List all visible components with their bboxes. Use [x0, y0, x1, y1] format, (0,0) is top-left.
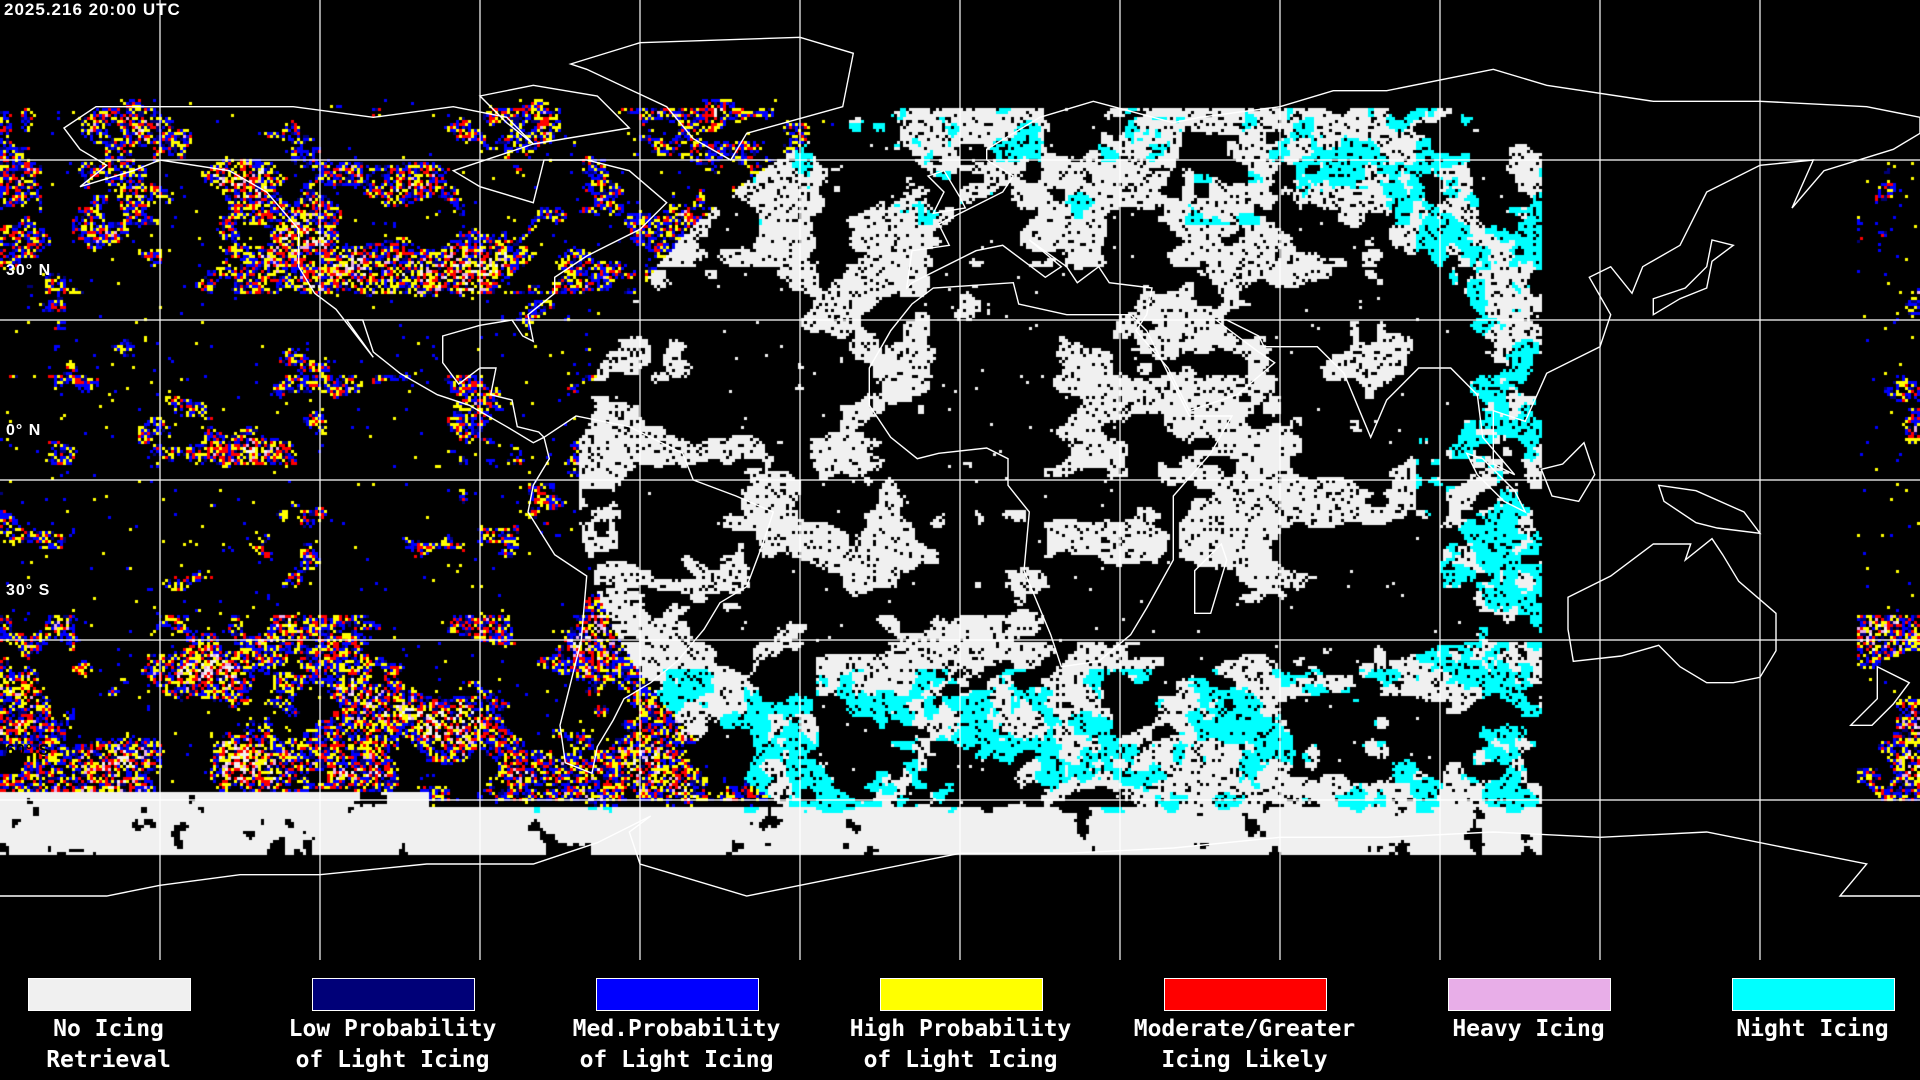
coastline-great-britain: [926, 169, 967, 215]
map-overlay: [0, 0, 1920, 960]
coastline-borneo: [1540, 441, 1596, 503]
legend-label: Night Icing: [1736, 1016, 1889, 1042]
legend: No Icing Retrieval Low Probability of Li…: [0, 960, 1920, 1080]
lat-label-30s: 30° S: [6, 582, 51, 599]
lat-label-0n: 0° N: [6, 422, 42, 439]
legend-label: No Icing Retrieval: [46, 1016, 171, 1073]
coastline-madagascar: [1193, 542, 1228, 614]
legend-swatch: [28, 978, 191, 1011]
coastline-sumatra: [1465, 452, 1527, 514]
timestamp: 2025.216 20:00 UTC: [4, 0, 181, 19]
legend-label: High Probability of Light Icing: [849, 1016, 1072, 1073]
legend-label: Heavy Icing: [1452, 1016, 1605, 1042]
lat-lon-grid: [0, 0, 1920, 960]
legend-label: Low Probability of Light Icing: [288, 1016, 497, 1073]
coastline-greenland: [568, 36, 855, 161]
coastline-baffin-island: [478, 84, 631, 145]
coastline-new-guinea: [1657, 484, 1762, 535]
coastline-eurasia: [905, 68, 1920, 476]
coastline-japan: [1652, 239, 1735, 316]
legend-swatch: [312, 978, 475, 1011]
legend-label: Moderate/Greater Icing Likely: [1133, 1016, 1356, 1073]
legend-label: Med.Probability of Light Icing: [572, 1016, 781, 1073]
legend-swatch: [596, 978, 759, 1011]
coastline-north-america: [62, 105, 668, 444]
legend-swatch: [1732, 978, 1895, 1011]
coastline-south-america: [527, 415, 775, 775]
coastline-new-zealand: [1849, 665, 1911, 726]
legend-swatch: [880, 978, 1043, 1011]
icing-map: 2025.216 20:00 UTC 30° N 0° N 30° S 60° …: [0, 0, 1920, 960]
legend-swatch: [1164, 978, 1327, 1011]
lat-label-60s: 60° S: [6, 742, 51, 759]
coastline-africa: [868, 281, 1234, 668]
coastline-australia: [1567, 537, 1777, 684]
legend-swatch: [1448, 978, 1611, 1011]
coastlines: [0, 36, 1920, 897]
lat-label-30n: 30° N: [6, 262, 52, 279]
